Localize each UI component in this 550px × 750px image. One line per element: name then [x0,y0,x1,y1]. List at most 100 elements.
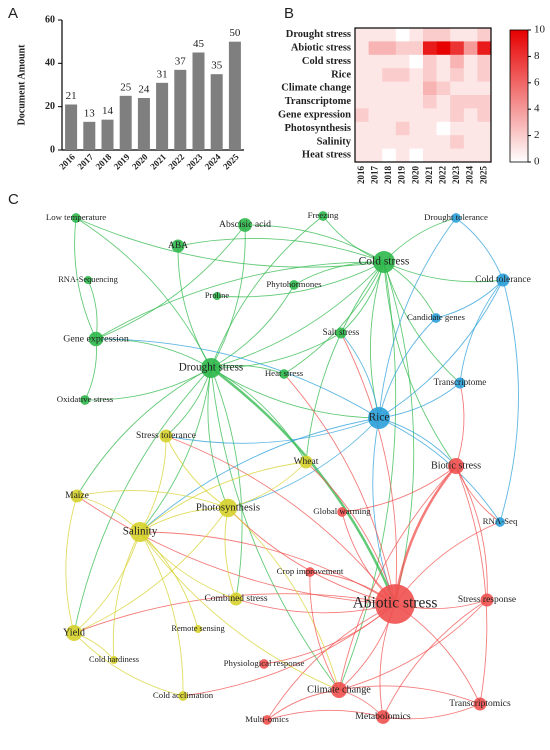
link [227,507,340,691]
x-tick-label: 2016 [356,166,366,185]
node [335,327,347,339]
link [139,531,340,691]
heat-cell [355,41,369,56]
node-label: Phytohormones [266,279,322,289]
heat-cell [395,41,410,56]
node-label: Combined stress [204,594,267,604]
heat-cell [477,68,492,82]
link [210,284,295,369]
node [66,625,82,641]
x-tick-label: 2023 [451,166,461,185]
value-label: 50 [229,27,241,39]
x-tick-label: 2023 [185,151,205,171]
link [139,417,380,533]
link [165,417,380,444]
link [378,279,504,419]
heat-cell [450,148,465,163]
node [368,407,390,429]
row-label: Abiotic stress [291,43,351,54]
node [451,213,461,223]
link [76,367,212,497]
node [454,377,466,389]
node [473,697,487,711]
link [95,224,246,340]
node-label: Physiological response [224,658,305,668]
heat-cell [382,41,397,56]
link [340,261,385,334]
heat-cell [436,108,451,123]
heat-cell [423,28,437,42]
heat-cell [355,121,369,136]
x-tick-label: 2022 [166,151,186,171]
node-label: Cold tolerance [475,275,531,285]
heat-cell [463,54,478,69]
heat-cell [423,121,437,136]
value-label: 45 [193,38,205,50]
bar [83,121,96,150]
link [73,632,184,697]
bar [101,119,114,150]
node [376,710,390,724]
heat-cell [477,95,492,109]
node [171,239,185,253]
node [80,395,90,405]
node-label: Remote sensing [171,624,225,633]
link [210,367,380,419]
heat-cell [436,148,451,163]
heat-cell [355,81,369,96]
heat-cell [382,95,397,109]
node-label: Low temperature [46,212,106,222]
y-tick-label: 20 [45,101,55,112]
link [207,367,229,509]
link [244,224,385,263]
heat-cell [395,28,410,42]
heat-cell [477,108,492,123]
node [84,276,92,284]
heat-cell [395,108,410,123]
colorbar-tick-label: 4 [534,103,540,115]
heat-cell [450,28,465,42]
node [259,659,269,669]
node [229,592,243,606]
heat-cell [450,108,465,123]
node-label: Drought tolerance [424,212,488,222]
heat-cell [368,95,383,109]
link [378,417,501,523]
colorbar-tick-label: 6 [534,76,540,88]
heat-cell [423,68,437,82]
x-tick-label: 2024 [465,166,475,185]
heat-cell [463,41,478,56]
link [210,367,243,600]
heat-cell [395,95,410,109]
node-label: Photosynthesis [196,501,260,513]
row-label: Climate change [281,83,351,94]
heat-cell [436,28,451,42]
node [194,625,202,633]
heat-cell [409,148,424,163]
link [455,465,488,705]
node-label: Freezing [308,210,339,220]
panel-label: C [8,191,19,208]
node-label: Rice [368,412,389,424]
link [382,599,488,718]
node-label: Candidate genes [407,312,465,322]
link [73,367,212,634]
link [139,435,167,533]
link [139,531,237,600]
link [455,382,465,467]
heat-cell [423,95,437,109]
node-label: Stress tolerance [136,431,196,441]
link [95,261,385,340]
heat-cell [463,108,478,123]
heat-cell [409,121,424,136]
link [383,261,457,467]
node-label: Wheat [294,457,319,467]
heat-cell [409,28,424,42]
heat-cell [423,54,437,69]
heat-cell [436,95,451,109]
link [382,703,481,720]
node-label: Multi-omics [245,714,289,724]
heat-cell [477,121,492,136]
heat-cell [477,54,492,69]
link [84,338,97,401]
